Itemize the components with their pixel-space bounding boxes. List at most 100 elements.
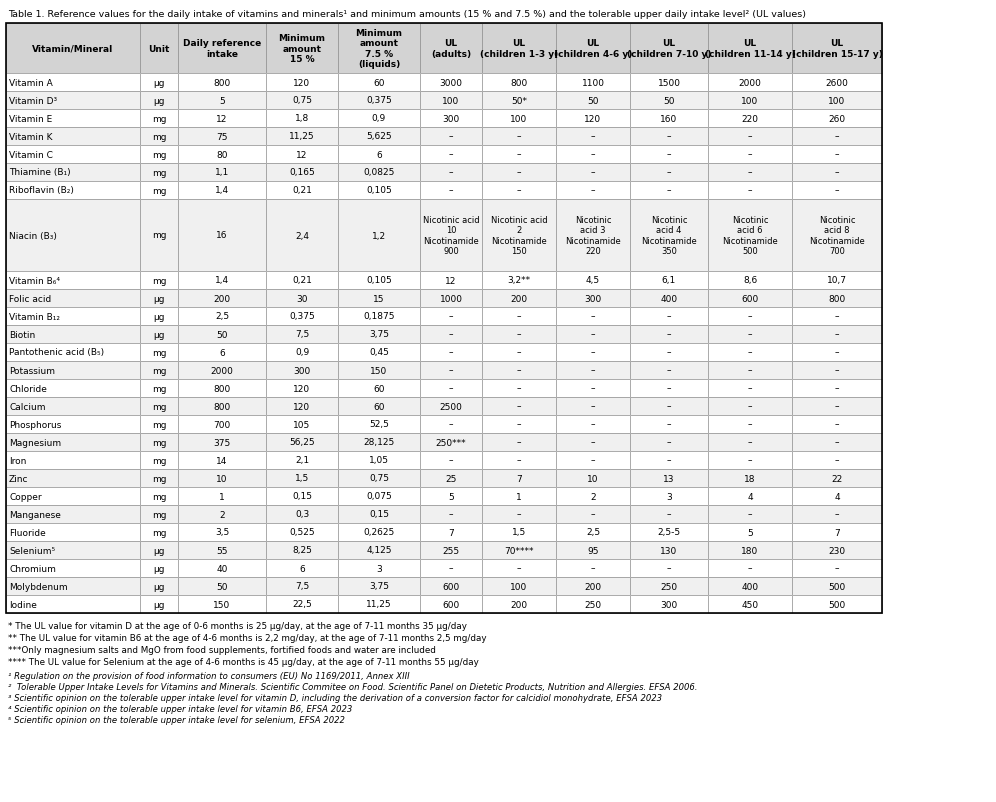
Bar: [482, 343, 556, 362]
Text: 11,25: 11,25: [367, 600, 391, 609]
Text: μg: μg: [153, 564, 164, 573]
Bar: [792, 505, 882, 524]
Text: 1,05: 1,05: [369, 456, 389, 465]
Bar: [178, 343, 266, 362]
Text: –: –: [449, 312, 453, 321]
Bar: [556, 164, 630, 182]
Bar: [6, 74, 140, 92]
Bar: [792, 415, 882, 433]
Text: Thiamine (B₁): Thiamine (B₁): [9, 168, 71, 177]
Bar: [338, 433, 420, 452]
Bar: [482, 182, 556, 200]
Text: 12: 12: [297, 150, 308, 160]
Bar: [266, 595, 338, 614]
Bar: [482, 595, 556, 614]
Text: 50: 50: [216, 581, 228, 591]
Text: 7,5: 7,5: [295, 330, 309, 339]
Bar: [178, 326, 266, 343]
Bar: [708, 110, 792, 128]
Bar: [420, 488, 482, 505]
Text: –: –: [449, 366, 453, 375]
Text: 300: 300: [585, 294, 602, 303]
Bar: [792, 379, 882, 398]
Bar: [338, 433, 420, 452]
Text: mg: mg: [151, 186, 166, 195]
Bar: [420, 326, 482, 343]
Bar: [630, 110, 708, 128]
Text: mg: mg: [151, 528, 166, 537]
Bar: [338, 24, 420, 74]
Bar: [792, 452, 882, 469]
Bar: [708, 182, 792, 200]
Bar: [338, 505, 420, 524]
Bar: [792, 308, 882, 326]
Bar: [630, 74, 708, 92]
Bar: [556, 488, 630, 505]
Bar: [482, 74, 556, 92]
Bar: [482, 343, 556, 362]
Bar: [792, 164, 882, 182]
Bar: [708, 595, 792, 614]
Bar: [556, 110, 630, 128]
Bar: [630, 524, 708, 541]
Bar: [482, 164, 556, 182]
Bar: [792, 164, 882, 182]
Text: 220: 220: [741, 115, 759, 124]
Bar: [338, 92, 420, 110]
Text: Vitamin E: Vitamin E: [9, 115, 52, 124]
Text: Vitamin/Mineral: Vitamin/Mineral: [33, 44, 114, 54]
Bar: [6, 24, 882, 614]
Bar: [482, 24, 556, 74]
Bar: [178, 182, 266, 200]
Bar: [266, 92, 338, 110]
Text: Vitamin D³: Vitamin D³: [9, 96, 57, 105]
Text: 1,5: 1,5: [295, 474, 309, 483]
Text: 1500: 1500: [657, 79, 680, 87]
Bar: [338, 272, 420, 290]
Bar: [178, 577, 266, 595]
Text: –: –: [666, 510, 671, 519]
Bar: [140, 379, 178, 398]
Bar: [630, 524, 708, 541]
Bar: [630, 541, 708, 559]
Bar: [556, 128, 630, 146]
Bar: [178, 362, 266, 379]
Bar: [630, 343, 708, 362]
Text: 3,2**: 3,2**: [507, 276, 531, 286]
Bar: [556, 343, 630, 362]
Bar: [708, 272, 792, 290]
Text: –: –: [517, 186, 521, 195]
Bar: [338, 290, 420, 308]
Bar: [6, 362, 140, 379]
Bar: [792, 182, 882, 200]
Bar: [556, 272, 630, 290]
Bar: [708, 343, 792, 362]
Bar: [482, 433, 556, 452]
Text: 80: 80: [216, 150, 228, 160]
Bar: [140, 433, 178, 452]
Bar: [708, 469, 792, 488]
Bar: [482, 200, 556, 272]
Bar: [6, 272, 140, 290]
Text: 600: 600: [741, 294, 759, 303]
Bar: [140, 505, 178, 524]
Bar: [792, 110, 882, 128]
Bar: [420, 433, 482, 452]
Bar: [420, 433, 482, 452]
Text: 6: 6: [376, 150, 381, 160]
Text: 0,75: 0,75: [292, 96, 312, 105]
Bar: [178, 505, 266, 524]
Bar: [792, 595, 882, 614]
Bar: [6, 577, 140, 595]
Bar: [420, 308, 482, 326]
Bar: [708, 200, 792, 272]
Text: mg: mg: [151, 510, 166, 519]
Text: 0,075: 0,075: [367, 492, 391, 501]
Bar: [420, 272, 482, 290]
Text: 7: 7: [834, 528, 840, 537]
Bar: [178, 452, 266, 469]
Bar: [792, 92, 882, 110]
Bar: [630, 541, 708, 559]
Bar: [708, 488, 792, 505]
Bar: [266, 326, 338, 343]
